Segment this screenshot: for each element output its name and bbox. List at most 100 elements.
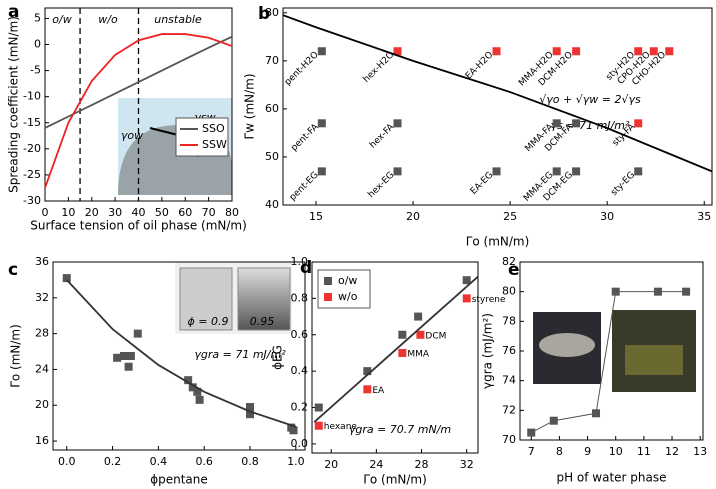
y-tick-label: 82 <box>502 255 516 268</box>
marker <box>572 167 581 176</box>
marker <box>120 352 129 360</box>
y-tick-label: 74 <box>502 374 516 387</box>
marker <box>492 47 501 56</box>
y-tick-label: -25 <box>23 168 41 181</box>
y-axis-label: Γo (mN/m) <box>9 324 23 388</box>
marker <box>195 395 204 404</box>
point-label: hex-H2O <box>362 50 397 85</box>
panel-label: d <box>300 258 312 278</box>
marker <box>133 329 142 338</box>
x-tick-label: 20 <box>85 206 99 219</box>
y-tick-label: 50 <box>265 150 279 163</box>
marker <box>527 428 536 437</box>
y-tick-label: 36 <box>35 255 49 268</box>
series-line <box>44 33 233 189</box>
x-tick-label: 0.6 <box>195 455 213 468</box>
vial <box>237 267 291 331</box>
marker <box>398 348 407 357</box>
legend-swatch <box>324 293 332 301</box>
marker <box>552 119 561 128</box>
photo-detail <box>539 333 595 357</box>
x-tick-label: 0.8 <box>241 455 259 468</box>
x-tick-label: 40 <box>132 206 146 219</box>
y-tick-label: -5 <box>30 64 41 77</box>
legend-label: o/w <box>338 274 357 287</box>
plot-frame <box>282 7 713 206</box>
x-tick-label: 32 <box>460 458 474 471</box>
marker <box>414 312 423 321</box>
y-tick-label: 78 <box>502 314 516 327</box>
x-axis-label: Γo (mN/m) <box>466 235 530 249</box>
marker <box>126 352 135 360</box>
point-label: hex-FA <box>368 122 397 151</box>
marker <box>572 119 581 128</box>
marker <box>193 387 202 396</box>
x-tick-label: 15 <box>309 210 323 223</box>
x-tick-label: 0.2 <box>104 455 122 468</box>
y-tick-label: 5 <box>34 11 41 24</box>
marker <box>246 403 255 412</box>
y-tick-label: 0.8 <box>291 291 309 304</box>
marker <box>393 47 402 56</box>
marker <box>398 330 407 339</box>
y-tick-label: 60 <box>265 102 279 115</box>
marker <box>653 287 662 296</box>
y-tick-label: 0.0 <box>291 437 309 450</box>
x-tick-label: 35 <box>697 210 711 223</box>
marker <box>462 276 471 285</box>
x-tick-label: 7 <box>528 445 535 458</box>
point-label: MMA <box>407 349 430 359</box>
y-tick-label: -30 <box>23 194 41 207</box>
x-tick-label: 24 <box>369 458 383 471</box>
marker <box>634 119 643 128</box>
legend-box <box>317 269 371 309</box>
plot-frame <box>52 261 306 451</box>
photo-detail <box>625 345 683 375</box>
legend-label: SSO <box>202 122 225 135</box>
y-tick-label: 1.0 <box>291 255 309 268</box>
annotation: 0.95 <box>250 315 275 328</box>
annotation: γgra = 71 mJ/m² <box>194 348 286 361</box>
x-axis-label: Surface tension of oil phase (mN/m) <box>30 219 247 233</box>
series-line <box>44 35 233 129</box>
x-tick-label: 30 <box>600 210 614 223</box>
x-tick-label: 12 <box>665 445 679 458</box>
y-tick-label: 40 <box>265 198 279 211</box>
legend-box <box>175 117 229 157</box>
marker <box>62 274 71 283</box>
x-axis-label: pH of water phase <box>556 471 666 485</box>
marker <box>549 416 558 425</box>
marker <box>634 47 643 56</box>
y-tick-label: 80 <box>265 6 279 19</box>
y-axis-label: γgra (mJ/m²) <box>481 313 495 389</box>
x-tick-label: 9 <box>584 445 591 458</box>
y-tick-label: 32 <box>35 291 49 304</box>
x-tick-label: 1.0 <box>287 455 305 468</box>
x-tick-label: 10 <box>609 445 623 458</box>
marker <box>314 403 323 412</box>
marker <box>611 287 620 296</box>
y-tick-label: 72 <box>502 403 516 416</box>
annotation: w/o <box>98 13 118 26</box>
legend-label: SSW <box>202 138 227 151</box>
y-axis-label: ϕEG <box>271 345 285 370</box>
vial <box>179 267 233 331</box>
x-tick-label: 80 <box>225 206 239 219</box>
marker <box>634 167 643 176</box>
x-axis-label: Γo (mN/m) <box>363 473 427 487</box>
legend-swatch <box>324 277 332 285</box>
x-tick-label: 20 <box>406 210 420 223</box>
series-line <box>313 275 479 423</box>
y-tick-label: -15 <box>23 116 41 129</box>
x-tick-label: 0 <box>42 206 49 219</box>
point-label: hexane <box>324 422 358 432</box>
marker <box>124 362 133 371</box>
x-tick-label: 0.0 <box>58 455 76 468</box>
marker <box>363 385 372 394</box>
y-tick-label: -20 <box>23 142 41 155</box>
annotation: γgra = 70.7 mN/m <box>349 423 451 436</box>
point-label: styrene <box>472 295 506 305</box>
point-label: EA <box>372 386 385 396</box>
marker <box>592 409 601 418</box>
y-tick-label: 0 <box>34 38 41 51</box>
